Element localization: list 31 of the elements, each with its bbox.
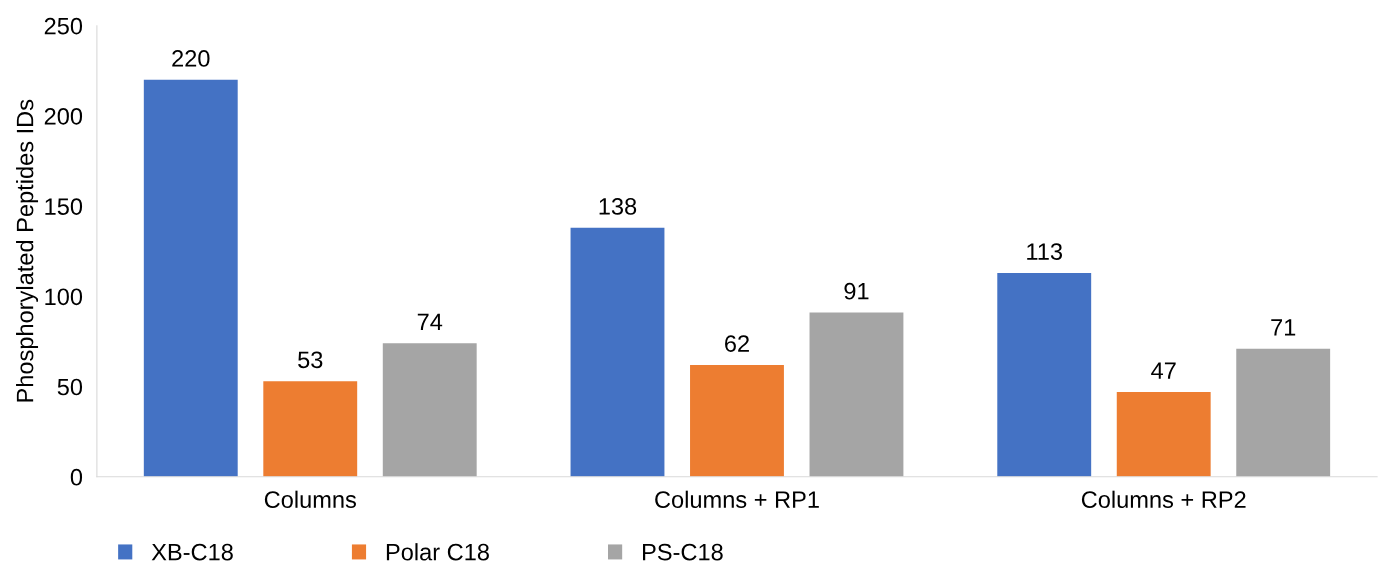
x-tick-label: Columns + RP2 [1081, 490, 1246, 509]
data-label: 91 [844, 282, 869, 300]
bar [1236, 348, 1331, 477]
bar [570, 227, 665, 477]
data-label: 74 [417, 313, 443, 331]
y-tick-label: 100 [45, 288, 83, 306]
x-tick-label: Columns + RP1 [655, 490, 819, 509]
bar [809, 312, 904, 477]
legend-label: XB-C18 [151, 543, 233, 561]
data-label: 138 [599, 198, 637, 215]
data-label: 113 [1027, 243, 1063, 260]
y-tick-label: 50 [57, 378, 83, 396]
bar [997, 272, 1092, 477]
legend-label: Polar C18 [386, 543, 489, 561]
y-axis-title: Phosphorylated Peptides IDs [16, 99, 39, 402]
legend-label: PS-C18 [643, 543, 723, 561]
bar [263, 381, 358, 477]
data-label: 220 [172, 50, 210, 67]
y-tick-label: 0 [70, 468, 83, 486]
bar [690, 364, 784, 477]
data-label: 53 [298, 351, 323, 369]
y-tick-label: 200 [44, 107, 83, 125]
data-label: 62 [725, 335, 749, 352]
y-tick-label: 250 [44, 17, 83, 35]
data-label: 71 [1271, 319, 1296, 336]
y-tick-label: 150 [45, 198, 83, 215]
bar [382, 343, 477, 477]
x-tick-label: Columns [264, 490, 356, 509]
bar [1116, 391, 1211, 477]
bar [143, 79, 238, 477]
data-label: 47 [1151, 362, 1176, 379]
